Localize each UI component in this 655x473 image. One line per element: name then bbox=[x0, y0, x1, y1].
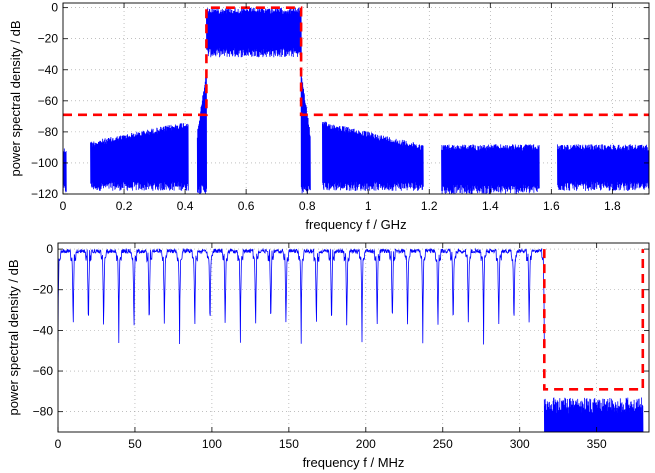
bottom-panel: 0 50 100 150 200 250 300 350 −80 −60 −40 −20 0 freque… bbox=[6, 242, 650, 470]
top-panel: 0 0.2 0.4 0.6 0.8 1 1.2 1.4 1.6 1.8 −120 −100 −80 −60… bbox=[8, 1, 650, 232]
spectral-mask-series bbox=[543, 249, 645, 391]
x-tick-label: 0.2 bbox=[116, 199, 133, 213]
x-tick-label: 1 bbox=[365, 199, 372, 213]
x-tick-label: 150 bbox=[279, 437, 299, 451]
x-tick-label: 1.2 bbox=[421, 199, 438, 213]
y-tick-label: 0 bbox=[46, 242, 53, 256]
spectral-mask-series bbox=[63, 6, 649, 117]
psd-trace-series bbox=[58, 247, 644, 432]
y-tick-label: −60 bbox=[33, 364, 54, 378]
y-tick-label: −20 bbox=[38, 32, 59, 46]
y-tick-label: −40 bbox=[33, 323, 54, 337]
x-tick-label: 250 bbox=[433, 437, 453, 451]
x-tick-label: 1.4 bbox=[482, 199, 499, 213]
y-tick-label: 0 bbox=[51, 1, 58, 15]
x-tick-label: 50 bbox=[128, 437, 142, 451]
x-tick-label: 0.8 bbox=[299, 199, 316, 213]
x-tick-label: 1.8 bbox=[604, 199, 621, 213]
plot-area bbox=[58, 247, 645, 432]
x-tick-label: 100 bbox=[202, 437, 222, 451]
x-tick-label: 300 bbox=[510, 437, 530, 451]
y-axis-label: power spectral density / dB bbox=[6, 259, 21, 415]
y-tick-label: −120 bbox=[31, 187, 58, 201]
x-tick-label: 0.6 bbox=[238, 199, 255, 213]
y-tick-label: −80 bbox=[33, 405, 54, 419]
y-tick-label: −20 bbox=[33, 283, 54, 297]
y-tick-label: −60 bbox=[38, 94, 59, 108]
y-axis-label: power spectral density / dB bbox=[8, 20, 23, 176]
x-tick-label: 1.6 bbox=[543, 199, 560, 213]
y-tick-label: −100 bbox=[31, 156, 58, 170]
x-axis-label: frequency f / GHz bbox=[305, 217, 406, 232]
x-tick-label: 0 bbox=[55, 437, 62, 451]
x-tick-label: 350 bbox=[587, 437, 607, 451]
y-tick-label: −40 bbox=[38, 63, 59, 77]
x-tick-label: 0.4 bbox=[177, 199, 194, 213]
x-axis-label: frequency f / MHz bbox=[303, 455, 405, 470]
y-tick-label: −80 bbox=[38, 125, 59, 139]
axes-box bbox=[57, 242, 650, 433]
axes-box bbox=[62, 2, 650, 195]
x-tick-label: 200 bbox=[356, 437, 376, 451]
x-tick-label: 0 bbox=[60, 199, 67, 213]
